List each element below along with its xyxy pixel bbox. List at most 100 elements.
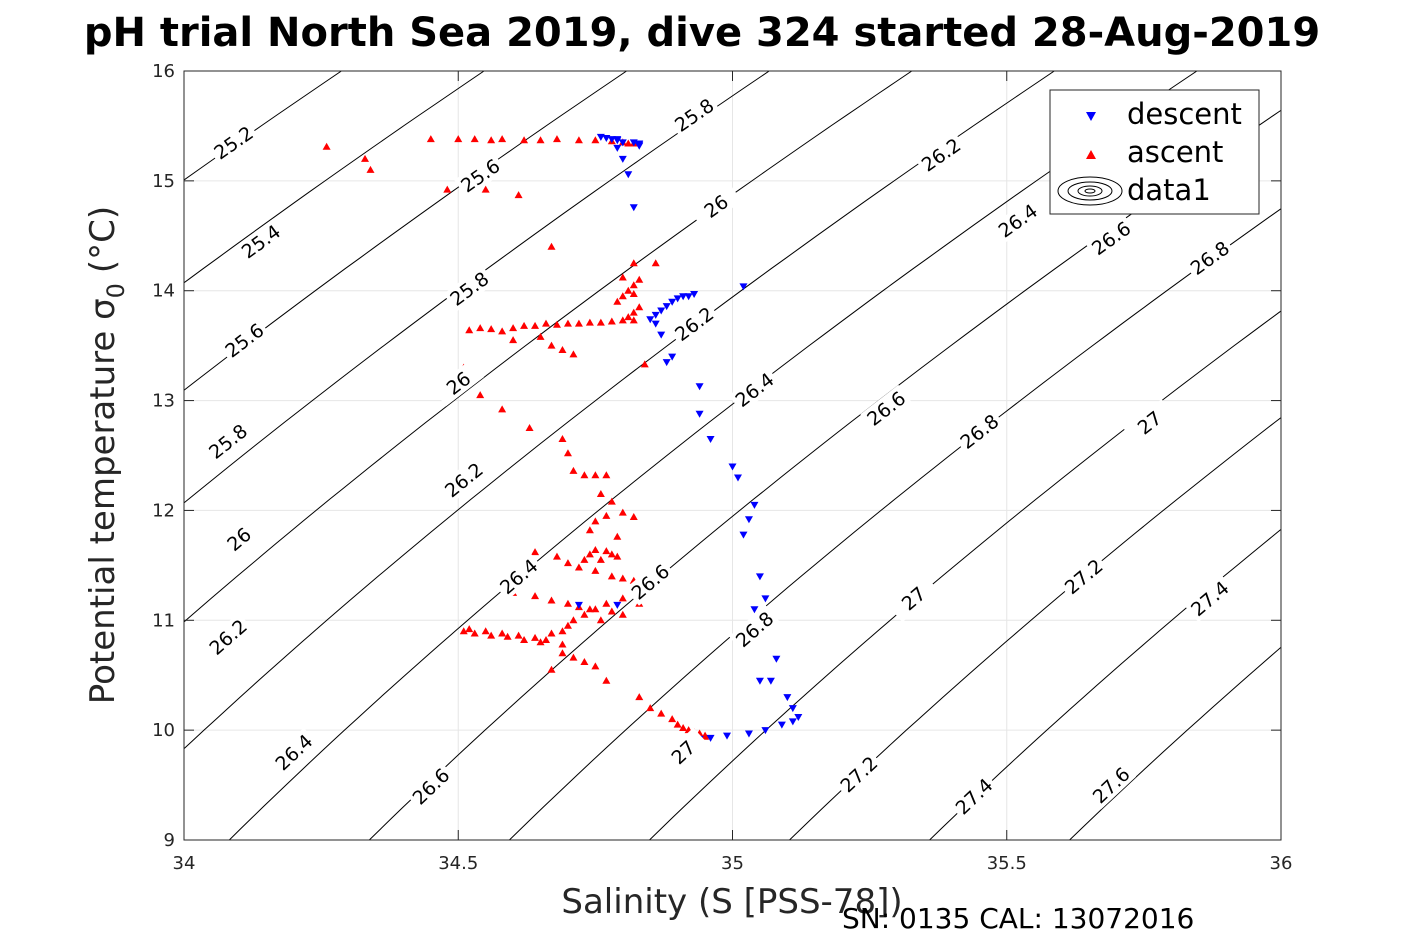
- ascent-point-33: [563, 319, 572, 327]
- ascent-point-94: [563, 599, 572, 607]
- ascent-point-125: [591, 662, 600, 670]
- contour-label-bg-25: [953, 407, 1006, 455]
- descent-point-50: [761, 727, 770, 735]
- ascent-point-76: [585, 550, 594, 558]
- ascent-point-61: [558, 435, 567, 443]
- descent-point-5: [613, 144, 622, 152]
- ascent-point-66: [602, 471, 611, 479]
- ascent-point-128: [635, 693, 644, 701]
- ascent-point-30: [531, 321, 540, 329]
- y-tick-label-3: 12: [152, 500, 175, 521]
- contour-label-bg-18: [729, 605, 780, 654]
- ascent-point-79: [591, 545, 600, 553]
- contour-label-bg-24: [860, 384, 912, 432]
- ascent-point-27: [498, 327, 507, 335]
- descent-point-41: [750, 606, 759, 614]
- ascent-point-99: [596, 616, 605, 624]
- ascent-point-8: [520, 136, 529, 144]
- y-axis-label-subscript: 0: [102, 283, 130, 298]
- legend-contour-icon: [1057, 176, 1123, 206]
- ascent-point-42: [635, 303, 644, 311]
- ascent-point-121: [558, 640, 567, 648]
- descent-point-55: [574, 601, 583, 609]
- ascent-point-10: [552, 135, 561, 143]
- x-tick-label-3: 35.5: [987, 853, 1027, 874]
- ascent-point-124: [580, 658, 589, 666]
- ascent-point-44: [618, 292, 627, 300]
- ascent-point-25: [476, 324, 485, 332]
- descent-series: [574, 133, 803, 743]
- descent-point-22: [684, 293, 693, 301]
- ascent-point-51: [509, 336, 518, 344]
- ascent-point-54: [558, 346, 567, 354]
- ascent-point-23: [629, 259, 638, 267]
- ascent-point-112: [602, 599, 611, 607]
- contour-label-bg-2: [218, 316, 271, 364]
- ascent-point-62: [563, 449, 572, 457]
- contour-label-bg-6: [268, 727, 319, 777]
- ascent-point-84: [563, 559, 572, 567]
- descent-point-20: [673, 295, 682, 303]
- contour-label-bg-9: [668, 92, 721, 138]
- ascent-point-17: [443, 185, 452, 193]
- axis-ticks: 34 34.5 35 35.5 36 9 10 11 12 13 14 15 16: [152, 61, 1292, 874]
- contour-label-bg-10: [443, 265, 496, 312]
- descent-point-26: [668, 353, 677, 361]
- contour-line-4: [184, 71, 913, 623]
- descent-point-34: [744, 516, 753, 524]
- descent-point-47: [794, 713, 803, 721]
- descent-point-23: [690, 291, 699, 299]
- descent-point-25: [662, 359, 671, 367]
- ascent-point-46: [629, 281, 638, 289]
- y-tick-label-6: 15: [152, 171, 175, 192]
- ascent-point-73: [629, 513, 638, 521]
- ascent-point-29: [520, 321, 529, 329]
- ascent-point-92: [531, 592, 540, 600]
- contour-label-bg-1: [234, 218, 287, 265]
- legend-contour-label: data1: [1127, 173, 1211, 207]
- contour-label-bg-4: [213, 515, 265, 563]
- x-tick-label-2: 35: [721, 853, 744, 874]
- contour-label-bg-21: [991, 197, 1044, 244]
- ascent-point-5: [470, 135, 479, 143]
- descent-point-52: [723, 732, 732, 740]
- ascent-point-26: [487, 325, 496, 333]
- contour-label-bg-15: [624, 557, 676, 606]
- ascent-point-77: [596, 555, 605, 563]
- ascent-point-110: [580, 610, 589, 618]
- ascent-point-88: [618, 574, 627, 582]
- ascent-point-59: [498, 405, 507, 413]
- descent-point-18: [662, 303, 671, 311]
- ascent-point-80: [602, 547, 611, 555]
- ascent-point-119: [531, 633, 540, 641]
- ascent-point-72: [618, 508, 627, 516]
- legend: descent ascent data1: [1049, 89, 1260, 215]
- ascent-point-70: [591, 517, 600, 525]
- descent-point-4: [618, 139, 627, 147]
- ascent-point-37: [607, 317, 616, 325]
- contour-line-10: [788, 416, 1281, 840]
- contour-line-3: [184, 71, 771, 504]
- legend-box: [1049, 89, 1260, 215]
- contour-label-bg-19: [658, 727, 709, 777]
- ascent-point-55: [569, 350, 578, 358]
- descent-point-14: [739, 283, 748, 291]
- ascent-point-64: [580, 471, 589, 479]
- ascent-point-129: [646, 704, 655, 712]
- ascent-point-63: [569, 466, 578, 474]
- ascent-point-12: [591, 136, 600, 144]
- ascent-point-117: [498, 629, 507, 637]
- ascent-point-111: [585, 605, 594, 613]
- ascent-point-2: [366, 165, 375, 173]
- ascent-point-39: [629, 316, 638, 324]
- contour-line-12: [1068, 646, 1281, 840]
- descent-point-33: [750, 501, 759, 509]
- ascent-point-38: [618, 316, 627, 324]
- ascent-point-122: [558, 649, 567, 657]
- ascent-point-31: [542, 319, 551, 327]
- ascent-point-15: [624, 139, 633, 147]
- legend-ascent-marker: [1086, 150, 1096, 159]
- ascent-point-133: [679, 723, 688, 731]
- contour-label-bg-16: [668, 300, 720, 347]
- ascent-point-82: [531, 548, 540, 556]
